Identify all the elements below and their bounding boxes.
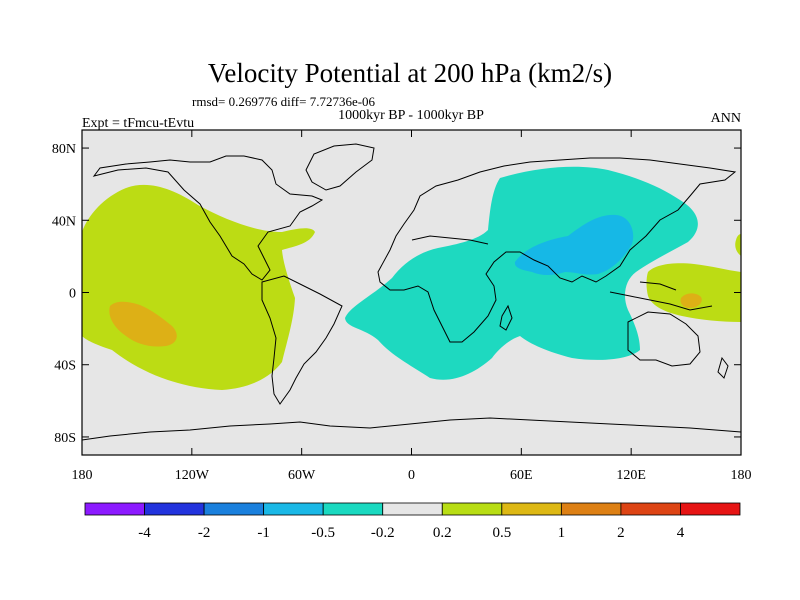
colorbar-swatch — [322, 502, 384, 516]
antarctica-coast — [81, 417, 742, 441]
coastlines — [81, 143, 742, 441]
x-tick-label: 60E — [510, 468, 533, 483]
stats-line: rmsd= 0.269776 diff= 7.72736e-06 — [192, 94, 376, 109]
x-tick-label: 120E — [616, 468, 646, 483]
central-pacific-max-region — [109, 301, 177, 347]
chart-title: Velocity Potential at 200 hPa (km2/s) — [208, 58, 612, 88]
colorbar-label: -0.2 — [371, 525, 395, 541]
colorbar-swatch — [680, 502, 741, 516]
west-pacific-max-region — [680, 293, 702, 308]
colorbar-swatch — [441, 502, 503, 516]
y-axis: 80N 40N 0 40S 80S — [52, 142, 741, 446]
eurasia-africa-coast — [377, 157, 737, 343]
australia-coast — [627, 311, 701, 367]
colorbar-swatch — [560, 502, 622, 516]
x-tick-label: 60W — [288, 468, 316, 483]
indonesia-coast — [609, 281, 713, 311]
chart-subtitle: 1000kyr BP - 1000kyr BP — [338, 108, 484, 123]
colorbar-label: 4 — [677, 525, 685, 541]
y-tick-label: 80S — [54, 431, 76, 446]
asia-minimum-region — [514, 214, 634, 275]
y-tick-label: 80N — [52, 142, 76, 157]
map-area — [81, 129, 742, 456]
colorbar: -4 -2 -1 -0.5 -0.2 0.2 0.5 1 2 4 — [84, 502, 741, 541]
x-tick-label: 120W — [175, 468, 210, 483]
colorbar-label: 1 — [558, 525, 566, 541]
y-tick-label: 0 — [69, 287, 76, 302]
experiment-label: Expt = tFmcu-tEvtu — [82, 116, 194, 131]
colorbar-swatch — [84, 502, 145, 516]
colorbar-swatch — [144, 502, 205, 516]
season-label: ANN — [711, 111, 741, 126]
colorbar-label: 0.5 — [492, 525, 511, 541]
mediterranean-coast — [411, 235, 489, 245]
colorbar-swatch — [203, 502, 265, 516]
contour-fills — [82, 166, 741, 390]
greenland-coast — [305, 143, 375, 191]
colorbar-label: 0.2 — [433, 525, 452, 541]
x-axis: 180 120W 60W 0 60E 120E 180 — [72, 130, 752, 483]
west-pacific-positive-region — [646, 263, 741, 322]
new-zealand-coast — [717, 356, 729, 379]
colorbar-swatch — [263, 502, 324, 516]
x-tick-label: 180 — [731, 468, 752, 483]
colorbar-label: -2 — [198, 525, 211, 541]
x-tick-label: 180 — [72, 468, 93, 483]
y-tick-label: 40S — [54, 359, 76, 374]
colorbar-swatch — [501, 502, 562, 516]
x-tick-label: 0 — [408, 468, 415, 483]
colorbar-swatch — [382, 502, 443, 516]
colorbar-label: -1 — [257, 525, 270, 541]
y-tick-label: 40N — [52, 214, 76, 229]
colorbar-label: -4 — [138, 525, 151, 541]
north-america-coast — [92, 155, 324, 281]
colorbar-label: -0.5 — [311, 525, 335, 541]
madagascar-coast — [499, 304, 513, 331]
colorbar-label: 2 — [617, 525, 625, 541]
south-america-coast — [261, 275, 343, 405]
dateline-positive-region — [735, 234, 741, 256]
colorbar-swatch — [620, 502, 681, 516]
